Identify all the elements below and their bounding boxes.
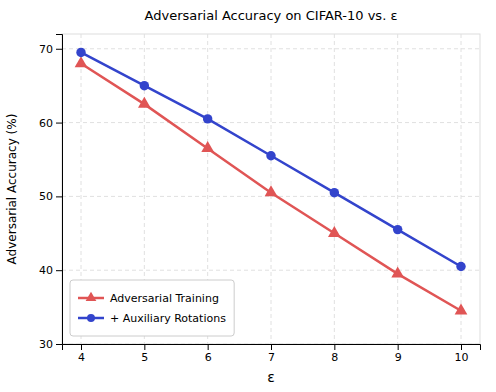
marker [330, 188, 339, 197]
legend-label: + Auxiliary Rotations [110, 312, 226, 325]
x-tick-mark [398, 344, 399, 350]
marker [203, 114, 212, 123]
marker [391, 267, 404, 278]
legend-frame [70, 280, 234, 336]
y-axis-title: Adversarial Accuracy (%) [5, 114, 19, 265]
marker [140, 81, 149, 90]
marker [265, 185, 278, 196]
x-tick-mark [461, 344, 462, 350]
legend-symbol [87, 314, 95, 322]
marker [201, 141, 214, 152]
y-tick-label: 60 [39, 117, 53, 130]
x-tick: 7 [268, 344, 275, 364]
x-tick-label: 10 [455, 351, 469, 364]
x-tick: 4 [78, 344, 85, 364]
x-tick-label: 8 [331, 351, 338, 364]
x-tick-mark [81, 344, 82, 350]
y-tick-mark [56, 123, 62, 124]
grid-line-y [62, 48, 480, 49]
x-axis: 4 5 6 7 8 9 10 [63, 344, 481, 364]
y-tick-mark [56, 196, 62, 197]
x-tick: 10 [455, 344, 469, 364]
grid-line-y [62, 270, 480, 271]
legend-label: Adversarial Training [110, 292, 219, 305]
marker [75, 56, 88, 67]
marker [328, 226, 341, 237]
legend-item: + Auxiliary Rotations [78, 312, 226, 325]
x-tick-label: 5 [141, 351, 148, 364]
x-tick: 5 [141, 344, 148, 364]
grid-line-x [461, 34, 462, 344]
y-axis: 30 40 50 60 70 [39, 35, 63, 352]
x-axis-line [63, 345, 481, 351]
grid [62, 34, 480, 344]
y-tick: 70 [39, 43, 62, 56]
x-tick-label: 7 [268, 351, 275, 364]
marker [456, 262, 465, 271]
grid-line-y [62, 122, 480, 123]
y-axis-line [56, 35, 63, 345]
line [81, 64, 461, 311]
x-axis-title: ε [267, 369, 275, 385]
y-tick-label: 40 [39, 264, 53, 277]
marker [138, 97, 151, 108]
y-tick-label: 70 [39, 43, 53, 56]
marker [393, 225, 402, 234]
plot-frame [62, 34, 480, 344]
x-tick-label: 9 [395, 351, 402, 364]
series [76, 48, 465, 271]
y-tick: 50 [39, 190, 62, 203]
marker [76, 48, 85, 57]
y-tick-mark [56, 49, 62, 50]
legend: Adversarial Training + Auxiliary Rotation… [70, 280, 234, 336]
x-tick-label: 4 [78, 351, 85, 364]
marker [266, 151, 275, 160]
legend-symbol [86, 292, 97, 301]
legend-item: Adversarial Training [78, 292, 219, 305]
plot: 4 5 6 7 8 9 10 30 40 50 60 70 Adversarial Training + … [39, 34, 481, 364]
y-tick: 40 [39, 264, 62, 277]
marker [455, 303, 468, 314]
marks [75, 48, 468, 315]
y-tick-label: 30 [39, 338, 53, 351]
y-tick-mark [56, 270, 62, 271]
x-tick-label: 6 [205, 351, 212, 364]
x-tick-mark [334, 344, 335, 350]
title: Adversarial Accuracy on CIFAR-10 vs. ε [145, 8, 398, 23]
series [75, 56, 468, 314]
y-tick: 30 [39, 338, 62, 351]
x-tick-mark [271, 344, 272, 350]
x-tick: 8 [331, 344, 338, 364]
x-tick: 9 [395, 344, 402, 364]
chart: 4 5 6 7 8 9 10 30 40 50 60 70 Adversarial Training + … [0, 0, 496, 392]
y-tick-mark [56, 344, 62, 345]
x-tick-mark [208, 344, 209, 350]
y-tick: 60 [39, 117, 62, 130]
grid-line-x [397, 34, 398, 344]
x-tick-mark [144, 344, 145, 350]
y-tick-label: 50 [39, 190, 53, 203]
line [81, 52, 461, 266]
x-tick: 6 [205, 344, 212, 364]
